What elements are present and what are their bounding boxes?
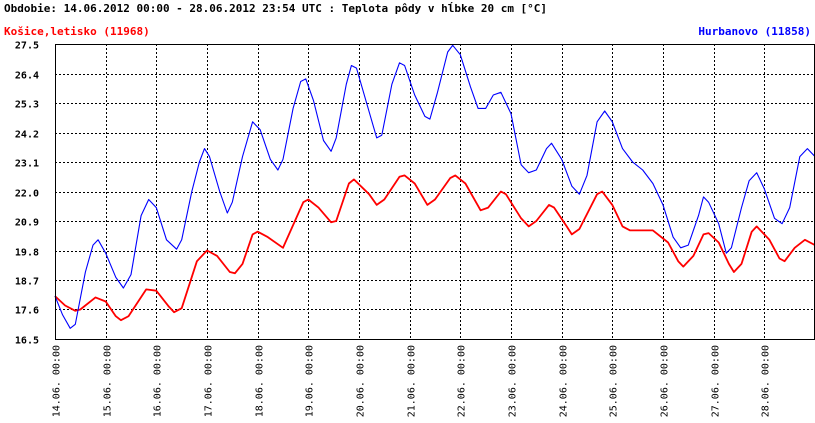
chart-title: Obdobie: 14.06.2012 00:00 - 28.06.2012 2…: [4, 2, 547, 15]
x-tick-label: 26.06. 00:00: [660, 345, 671, 417]
x-tick-label: 23.06. 00:00: [508, 345, 519, 417]
x-tick-label: 28.06. 00:00: [761, 345, 772, 417]
y-tick-label: 18.7: [15, 277, 39, 288]
series-line-hurbanovo: [54, 44, 815, 329]
y-tick-label: 17.6: [15, 306, 39, 317]
x-tick-label: 22.06. 00:00: [457, 345, 468, 417]
x-tick-label: 21.06. 00:00: [407, 345, 418, 417]
y-tick-label: 25.3: [15, 100, 39, 111]
y-tick-label: 19.8: [15, 248, 39, 259]
y-tick-label: 24.2: [15, 130, 39, 141]
x-tick-label: 24.06. 00:00: [559, 345, 570, 417]
x-tick-label: 15.06. 00:00: [103, 345, 114, 417]
x-tick-label: 16.06. 00:00: [153, 345, 164, 417]
y-axis: 16.5 17.6 18.7 19.8 20.9 22.0 23.1 24.2 25.3 26.4…: [15, 41, 39, 347]
x-tick-label: 20.06. 00:00: [356, 345, 367, 417]
grid: [55, 44, 815, 340]
series-lines: [54, 44, 815, 329]
series-line-kosice: [54, 174, 815, 322]
legend-kosice: Košice,letisko (11968): [4, 25, 150, 38]
y-tick-label: 22.0: [15, 189, 39, 200]
x-tick-label: 19.06. 00:00: [305, 345, 316, 417]
x-tick-label: 27.06. 00:00: [711, 345, 722, 417]
y-tick-label: 27.5: [15, 41, 39, 52]
y-tick-label: 23.1: [15, 159, 39, 170]
x-axis: 14.06. 00:00 15.06. 00:00 16.06. 00:00 17.0…: [52, 345, 772, 417]
legend-hurbanovo: Hurbanovo (11858): [698, 25, 811, 38]
x-tick-label: 17.06. 00:00: [204, 345, 215, 417]
y-tick-label: 20.9: [15, 218, 39, 229]
x-tick-label: 18.06. 00:00: [255, 345, 266, 417]
y-tick-label: 16.5: [15, 336, 39, 347]
x-tick-label: 14.06. 00:00: [52, 345, 63, 417]
x-tick-label: 25.06. 00:00: [609, 345, 620, 417]
y-tick-label: 26.4: [15, 71, 39, 82]
